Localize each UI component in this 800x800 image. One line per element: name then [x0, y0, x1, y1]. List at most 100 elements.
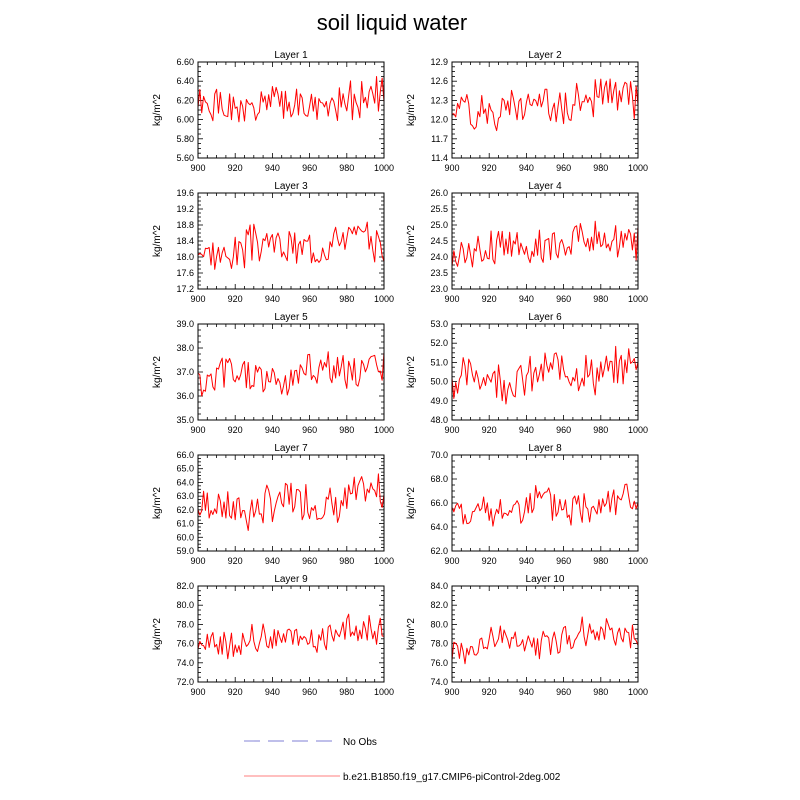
x-tick-label: 980 — [339, 687, 354, 697]
x-tick-label: 900 — [190, 556, 205, 566]
y-tick-label: 48.0 — [430, 415, 448, 425]
y-tick-label: 6.40 — [176, 76, 194, 86]
series-line — [198, 614, 384, 659]
y-tick-label: 23.5 — [430, 268, 448, 278]
x-tick-label: 960 — [556, 425, 571, 435]
x-tick-label: 940 — [265, 425, 280, 435]
y-tick-label: 51.0 — [430, 357, 448, 367]
y-tick-label: 60.0 — [176, 532, 194, 542]
y-tick-label: 17.2 — [176, 284, 194, 294]
y-tick-label: 65.0 — [176, 464, 194, 474]
y-tick-label: 78.0 — [430, 639, 448, 649]
y-tick-label: 26.0 — [430, 188, 448, 198]
x-tick-label: 940 — [519, 425, 534, 435]
series-line — [198, 222, 384, 269]
x-tick-label: 1000 — [628, 425, 648, 435]
y-tick-label: 11.7 — [431, 134, 448, 144]
panel-title: Layer 9 — [274, 574, 308, 585]
series-line — [198, 474, 384, 531]
x-tick-label: 980 — [593, 556, 608, 566]
x-tick-label: 920 — [482, 425, 497, 435]
x-tick-label: 980 — [593, 425, 608, 435]
panel-layer-1: Layer 1 kg/m^2 900 920 940 960 980 1000 5.60 5.80… — [152, 50, 394, 173]
panel-title: Layer 8 — [528, 443, 562, 454]
y-axis-label: kg/m^2 — [152, 618, 163, 650]
x-tick-label: 960 — [302, 425, 317, 435]
y-axis-label: kg/m^2 — [406, 356, 417, 388]
plot-frame — [452, 324, 638, 420]
y-axis-label: kg/m^2 — [152, 94, 163, 126]
plot-frame — [452, 455, 638, 551]
x-tick-label: 940 — [519, 556, 534, 566]
x-tick-label: 1000 — [374, 556, 394, 566]
y-tick-label: 78.0 — [176, 619, 194, 629]
y-tick-label: 76.0 — [430, 658, 448, 668]
series-line — [452, 79, 638, 131]
x-tick-label: 940 — [519, 687, 534, 697]
y-tick-label: 52.0 — [430, 338, 448, 348]
y-axis-label: kg/m^2 — [406, 618, 417, 650]
y-tick-label: 74.0 — [176, 658, 194, 668]
panel-title: Layer 6 — [528, 312, 562, 323]
x-tick-label: 980 — [339, 425, 354, 435]
y-tick-label: 19.6 — [176, 188, 194, 198]
x-tick-label: 940 — [265, 294, 280, 304]
x-tick-label: 1000 — [628, 687, 648, 697]
panel-layer-4: Layer 4kg/m^2900 920 940 960 980 100023.023.5… — [406, 181, 648, 304]
y-tick-label: 12.3 — [430, 95, 448, 105]
x-tick-label: 960 — [556, 687, 571, 697]
y-tick-label: 64.0 — [176, 477, 194, 487]
y-tick-label: 5.80 — [176, 134, 194, 144]
y-tick-label: 18.0 — [176, 252, 194, 262]
series-line — [452, 346, 638, 404]
y-tick-label: 62.0 — [430, 546, 448, 556]
x-tick-label: 920 — [228, 425, 243, 435]
legend-obs-label: No Obs — [343, 737, 377, 748]
x-tick-label: 920 — [228, 163, 243, 173]
x-tick-label: 960 — [302, 294, 317, 304]
x-tick-label: 920 — [482, 687, 497, 697]
y-tick-label: 66.0 — [430, 498, 448, 508]
x-tick-label: 940 — [265, 163, 280, 173]
y-tick-label: 64.0 — [430, 522, 448, 532]
panel-title: Layer 10 — [526, 574, 565, 585]
panel-layer-7: Layer 7 kg/m^2 900 920 940 960 980 1000 59.0 60.0… — [152, 443, 394, 566]
x-tick-label: 920 — [482, 163, 497, 173]
x-tick-label: 940 — [265, 556, 280, 566]
y-tick-label: 35.0 — [176, 415, 194, 425]
x-tick-label: 960 — [556, 294, 571, 304]
x-tick-label: 1000 — [628, 163, 648, 173]
y-tick-label: 74.0 — [430, 677, 448, 687]
x-tick-label: 980 — [339, 556, 354, 566]
series-line — [452, 484, 638, 526]
y-axis-label: kg/m^2 — [152, 225, 163, 257]
y-tick-label: 37.0 — [176, 367, 194, 377]
legend: No Obs b.e21.B1850.f19_g17.CMIP6-piContr… — [244, 737, 561, 783]
x-tick-label: 920 — [228, 294, 243, 304]
panel-title: Layer 1 — [274, 50, 308, 61]
y-tick-label: 17.6 — [176, 268, 194, 278]
series-line — [452, 617, 638, 664]
y-tick-label: 39.0 — [176, 319, 194, 329]
y-tick-label: 49.0 — [430, 396, 448, 406]
y-tick-label: 61.0 — [176, 519, 194, 529]
x-tick-label: 900 — [444, 163, 459, 173]
panel-layer-8: Layer 8kg/m^2900 920 940 960 980 100062.064.0… — [406, 443, 648, 566]
y-axis-label: kg/m^2 — [406, 225, 417, 257]
y-tick-label: 80.0 — [176, 600, 194, 610]
x-tick-label: 900 — [190, 294, 205, 304]
y-axis-label: kg/m^2 — [152, 356, 163, 388]
x-tick-label: 900 — [444, 687, 459, 697]
x-tick-label: 1000 — [628, 556, 648, 566]
chart-title: soil liquid water — [317, 10, 467, 35]
x-tick-label: 900 — [444, 294, 459, 304]
y-tick-label: 62.0 — [176, 505, 194, 515]
x-tick-label: 980 — [593, 163, 608, 173]
x-tick-label: 900 — [190, 687, 205, 697]
x-tick-label: 920 — [228, 687, 243, 697]
panel-layer-9: Layer 9kg/m^2900 920 940 960 980 100072.074.0… — [152, 574, 394, 697]
y-tick-label: 70.0 — [430, 450, 448, 460]
y-tick-label: 80.0 — [430, 619, 448, 629]
y-axis-label: kg/m^2 — [152, 487, 163, 519]
x-tick-label: 920 — [228, 556, 243, 566]
